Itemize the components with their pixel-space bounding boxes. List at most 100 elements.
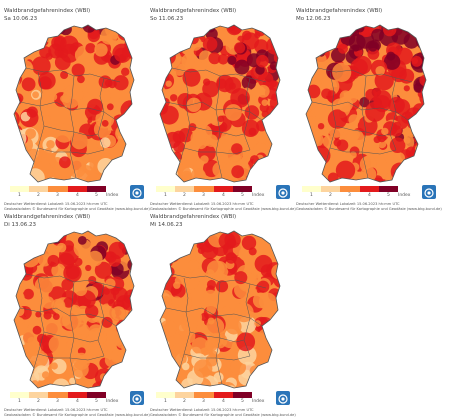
fire-index-patch: [230, 359, 246, 376]
legend-tick: 5: [241, 399, 244, 404]
fire-index-patch: [27, 37, 35, 46]
fire-index-patch: [241, 235, 257, 251]
fire-index-patch: [203, 289, 219, 306]
fire-index-patch: [150, 258, 155, 265]
fire-index-patch: [338, 43, 348, 54]
fire-index-patch: [306, 29, 312, 48]
fire-index-patch: [160, 31, 169, 46]
fire-index-patch: [14, 346, 20, 365]
legend-tick: 5: [95, 193, 98, 198]
fire-index-patch: [132, 83, 134, 94]
state-border: [43, 331, 99, 343]
fire-index-patch: [160, 237, 161, 248]
fire-index-patch: [422, 35, 426, 44]
footer-line-1: Deutscher Wetterdienst Lokalzeit 15.06.2…: [150, 202, 254, 206]
fire-index-patch: [101, 120, 109, 127]
fire-index-patch: [277, 256, 280, 263]
fire-index-field: [7, 25, 134, 182]
fire-index-patch: [14, 40, 20, 56]
fire-index-patch: [160, 55, 162, 68]
fire-index-patch: [271, 361, 280, 373]
legend-colorbar: [156, 186, 253, 192]
fire-index-patch: [121, 134, 134, 147]
fire-index-patch: [15, 39, 26, 51]
fire-index-patch: [231, 165, 245, 179]
fire-index-patch: [31, 56, 51, 76]
fire-index-patch: [150, 58, 158, 68]
fire-index-patch: [71, 132, 88, 150]
fire-index-patch: [160, 231, 163, 241]
footer-text: Deutscher Wetterdienst Lokalzeit 15.06.2…: [150, 202, 296, 211]
fire-index-patch: [274, 171, 280, 182]
fire-index-patch: [381, 127, 389, 136]
fire-index-patch: [227, 25, 243, 35]
fire-index-patch: [160, 377, 167, 388]
fire-index-patch: [14, 49, 22, 59]
legend-swatch-1: [156, 392, 176, 398]
fire-index-patch: [14, 126, 20, 145]
dwd-logo-icon: [276, 391, 290, 405]
fire-index-patch: [348, 114, 360, 126]
fire-index-patch: [317, 123, 325, 130]
fire-index-patch: [108, 299, 116, 307]
legend-colorbar: [10, 186, 107, 192]
fire-index-patch: [281, 322, 290, 332]
fire-index-patch: [108, 165, 126, 182]
fire-index-patch: [160, 48, 171, 67]
fire-index-patch: [306, 157, 317, 169]
fire-index-patch: [129, 322, 134, 342]
legend-tick: 5: [387, 193, 390, 198]
fire-index-patch: [230, 88, 250, 108]
fire-index-patch: [422, 135, 426, 143]
fire-index-patch: [56, 242, 67, 253]
fire-index-patch: [14, 231, 15, 238]
legend-swatch-3: [194, 186, 214, 192]
fire-index-patch: [184, 26, 197, 39]
legend-ticks: 1 2 3 4 5 Index: [10, 193, 128, 199]
fire-index-patch: [160, 231, 173, 236]
legend-tick: 1: [164, 399, 167, 404]
fire-index-patch: [318, 33, 327, 43]
fire-index-patch: [160, 127, 161, 143]
fire-index-patch: [207, 317, 215, 325]
fire-index-patch: [306, 32, 313, 43]
fire-index-patch: [270, 369, 280, 381]
fire-index-patch: [14, 341, 18, 352]
legend-tick: 4: [222, 193, 225, 198]
fire-index-patch: [14, 128, 27, 149]
fire-index-patch: [419, 74, 426, 87]
fire-index-patch: [188, 123, 197, 132]
fire-index-patch: [37, 333, 47, 344]
fire-index-patch: [130, 131, 134, 147]
fire-index-patch: [186, 97, 202, 113]
country-border: [13, 24, 135, 183]
fire-index-patch: [254, 25, 267, 37]
fire-index-patch: [283, 248, 290, 256]
fire-index-patch: [63, 297, 74, 308]
fire-index-patch: [25, 168, 45, 182]
fire-index-patch: [7, 85, 14, 92]
fire-index-patch: [100, 68, 108, 76]
legend-swatch-5: [378, 186, 399, 192]
state-border: [335, 125, 391, 137]
fire-index-patch: [14, 251, 17, 263]
fire-index-patch: [171, 296, 183, 308]
legend-tick: 4: [222, 399, 225, 404]
country-border: [305, 24, 427, 183]
fire-index-patch: [256, 54, 269, 68]
legend-unit: Index: [252, 399, 265, 404]
fire-index-patch: [275, 318, 280, 326]
legend-tick: 3: [56, 399, 59, 404]
fire-index-patch: [117, 25, 133, 41]
fire-index-patch: [133, 328, 134, 340]
map-panel-2: Waldbrandgefahrenindex (WBI) So 11.06.23…: [150, 8, 296, 211]
fire-index-patch: [16, 231, 36, 240]
legend-tick: 3: [202, 399, 205, 404]
fire-index-patch: [160, 166, 161, 177]
fire-index-patch: [88, 276, 97, 284]
fire-index-patch: [14, 340, 16, 359]
legend: 1 2 3 4 5 Index: [4, 392, 144, 408]
legend-swatch-4: [67, 186, 87, 192]
fire-index-patch: [43, 319, 63, 339]
fire-index-patch: [14, 231, 18, 243]
